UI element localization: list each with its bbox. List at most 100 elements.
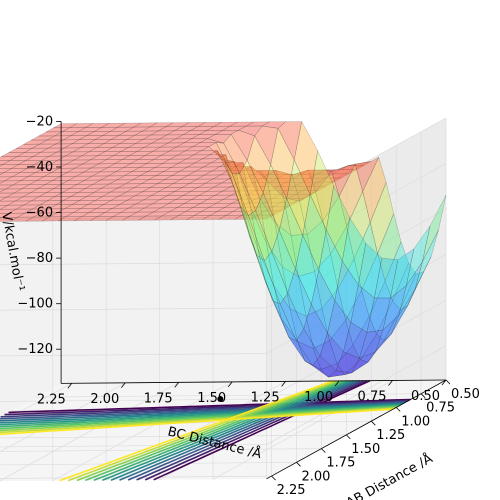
contour-line	[0, 404, 400, 428]
surface-facet	[223, 194, 248, 200]
surface-facet	[275, 170, 300, 202]
surface-facet	[38, 192, 63, 198]
surface-facet	[3, 168, 28, 174]
surface-facet	[399, 271, 425, 311]
surface-facet	[165, 183, 190, 188]
surface-facet	[338, 163, 363, 228]
surface-facet	[192, 203, 217, 208]
ab-tick-label: 1.75	[326, 456, 355, 471]
surface-facet	[164, 174, 189, 180]
surface-facet	[290, 234, 315, 277]
surface-facet	[249, 206, 274, 212]
surface-facet	[137, 207, 161, 213]
surface-facet	[129, 211, 154, 217]
contour-line	[0, 404, 402, 426]
surface-facet	[230, 182, 254, 188]
surface-facet	[272, 300, 297, 341]
surface-facet	[152, 199, 176, 205]
surface-facet	[23, 200, 48, 206]
surface-facet	[62, 127, 86, 133]
bc-tick-label: 0.75	[358, 390, 387, 405]
surface-facet	[255, 194, 280, 200]
ab-tick	[346, 434, 351, 440]
surface-facet	[264, 198, 289, 204]
surface-facet	[325, 173, 349, 179]
surface-facet	[47, 135, 71, 141]
surface-facet	[134, 130, 159, 136]
surface-facet	[269, 178, 294, 183]
ab-tick	[371, 420, 376, 426]
surface-facet	[224, 202, 249, 208]
surface-facet	[257, 248, 282, 319]
surface-facet	[96, 203, 121, 209]
surface-facet	[194, 158, 219, 164]
ab-tick	[296, 462, 301, 467]
surface-facet	[187, 162, 212, 168]
surface-facet	[0, 204, 25, 210]
surface-facet	[68, 175, 93, 181]
surface-facet	[111, 134, 136, 140]
surface-facet	[1, 212, 26, 218]
bc-tick-label: 1.50	[197, 391, 226, 406]
surface-facet	[104, 147, 129, 152]
surface-facet	[314, 253, 339, 310]
contour-line	[153, 379, 371, 481]
surface-facet	[237, 178, 262, 184]
surface-facet	[174, 187, 199, 192]
surface-facet	[175, 195, 200, 200]
surface-facet	[160, 203, 185, 209]
surface-facet	[215, 190, 239, 196]
surface-facet	[265, 281, 290, 338]
surface-facet	[94, 126, 118, 132]
surface-facet	[304, 360, 329, 378]
contour-line	[0, 403, 403, 424]
surface-facet	[188, 170, 213, 176]
surface-facet	[98, 159, 123, 165]
surface-facet	[360, 333, 385, 363]
surface-facet	[0, 156, 18, 161]
surface-facet	[258, 196, 283, 268]
surface-facet	[318, 228, 343, 302]
z-tick-label: −120	[17, 342, 53, 357]
surface-facet	[256, 254, 281, 305]
surface-facet	[219, 162, 244, 168]
surface-facet	[83, 167, 108, 173]
surface-facet	[166, 130, 191, 136]
surface-facet	[287, 194, 312, 199]
surface-facet	[263, 190, 287, 196]
surface-facet	[95, 135, 120, 140]
surface-facet	[189, 178, 214, 184]
surface-facet	[327, 370, 352, 378]
surface-facet	[299, 191, 324, 235]
surface-facet	[195, 166, 220, 172]
surface-facet	[168, 199, 192, 204]
surface-facet	[361, 252, 386, 318]
surface-facet	[384, 241, 409, 302]
surface-facet	[6, 192, 31, 198]
surface-facet	[162, 158, 187, 164]
surface-facet	[352, 315, 377, 361]
surface-facet	[158, 126, 183, 132]
surface-facet	[139, 163, 163, 168]
surface-facet	[74, 163, 99, 169]
ab-tick	[445, 379, 451, 385]
surface-facet	[55, 139, 80, 145]
surface-facet	[0, 196, 7, 202]
surface-facet	[313, 340, 338, 370]
surface-facet	[358, 242, 383, 299]
surface-facet	[131, 167, 156, 172]
surface-facet	[118, 191, 143, 197]
surface-facet	[239, 194, 264, 200]
surface-facet	[217, 150, 242, 207]
surface-facet	[70, 131, 95, 136]
surface-facet	[214, 129, 239, 135]
surface-facet	[227, 166, 252, 172]
surface-facet	[0, 188, 22, 194]
surface-facet	[69, 123, 94, 128]
surface-facet	[332, 169, 357, 175]
surface-facet	[322, 195, 347, 255]
surface-facet	[65, 151, 90, 157]
surface-facet	[206, 125, 231, 131]
ab-tick-label: 1.00	[401, 414, 430, 429]
